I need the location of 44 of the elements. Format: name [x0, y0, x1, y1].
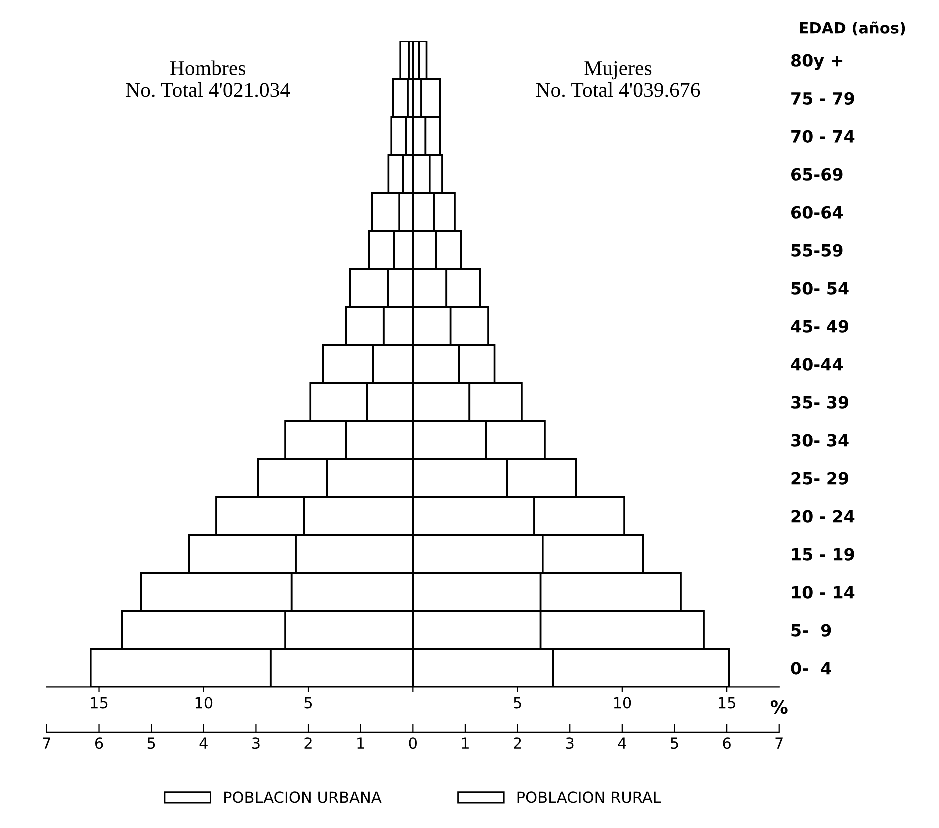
y-tick-label: 65-69: [792, 168, 843, 181]
y-tick-label: 80y +: [792, 54, 843, 70]
x2-tick-label: 5: [671, 738, 678, 750]
y-tick-label: 55-59: [792, 244, 843, 257]
x2-tick-label: 4: [200, 738, 208, 749]
y-tick-label: 0- 4: [791, 662, 832, 675]
x2-tick-label: 7: [43, 738, 51, 749]
annotation: Hombres No. Total 4'021.034: [126, 60, 290, 98]
legend-label: POBLACION RURAL: [518, 792, 662, 804]
x2-tick-label: 4: [618, 738, 626, 749]
y-tick-label: 30- 34: [792, 434, 849, 447]
y-tick-label: 75 - 79: [792, 92, 854, 105]
x2-tick-label: 3: [252, 738, 260, 750]
x2-tick-label: 3: [566, 738, 574, 750]
x2-tick-label: 2: [514, 738, 522, 749]
x2-tick-label: 5: [148, 738, 156, 750]
y-tick-label: 70 - 74: [792, 130, 855, 143]
y-tick-label: 5- 9: [792, 624, 832, 637]
y-tick-label: 10 - 14: [792, 586, 855, 599]
x-tick-label: 10: [614, 697, 632, 709]
x2-tick-label: 1: [358, 738, 364, 749]
y-tick-label: 15 - 19: [792, 548, 854, 561]
y-tick-label: 60-64: [792, 206, 844, 219]
x2-tick-label: 7: [776, 738, 783, 749]
x2-tick-label: 2: [304, 738, 312, 749]
x2-tick-label: 1: [462, 738, 469, 749]
x2-tick-label: 0: [409, 738, 418, 750]
x2-tick-label: 6: [95, 738, 104, 750]
x-axis-title: %: [770, 700, 788, 714]
y-tick-label: 25- 29: [792, 472, 849, 485]
x-tick-label: 5: [514, 697, 522, 709]
x2-tick-label: 6: [723, 738, 731, 750]
x-tick-label: 5: [304, 697, 312, 709]
y-tick-label: 20 - 24: [792, 510, 855, 523]
annotation: Mujeres No. Total 4'039.676: [536, 61, 700, 98]
y-tick-label: 40-44: [791, 358, 844, 371]
y-tick-label: 50- 54: [792, 282, 849, 295]
legend-label: POBLACION URBANA: [224, 792, 382, 804]
y-axis-title: EDAD (años): [800, 22, 906, 36]
y-tick-label: 35- 39: [792, 396, 849, 409]
x-tick-label: 15: [719, 697, 736, 709]
y-tick-label: 45- 49: [791, 320, 849, 333]
x-tick-label: 15: [91, 697, 108, 709]
x-tick-label: 10: [196, 697, 213, 709]
